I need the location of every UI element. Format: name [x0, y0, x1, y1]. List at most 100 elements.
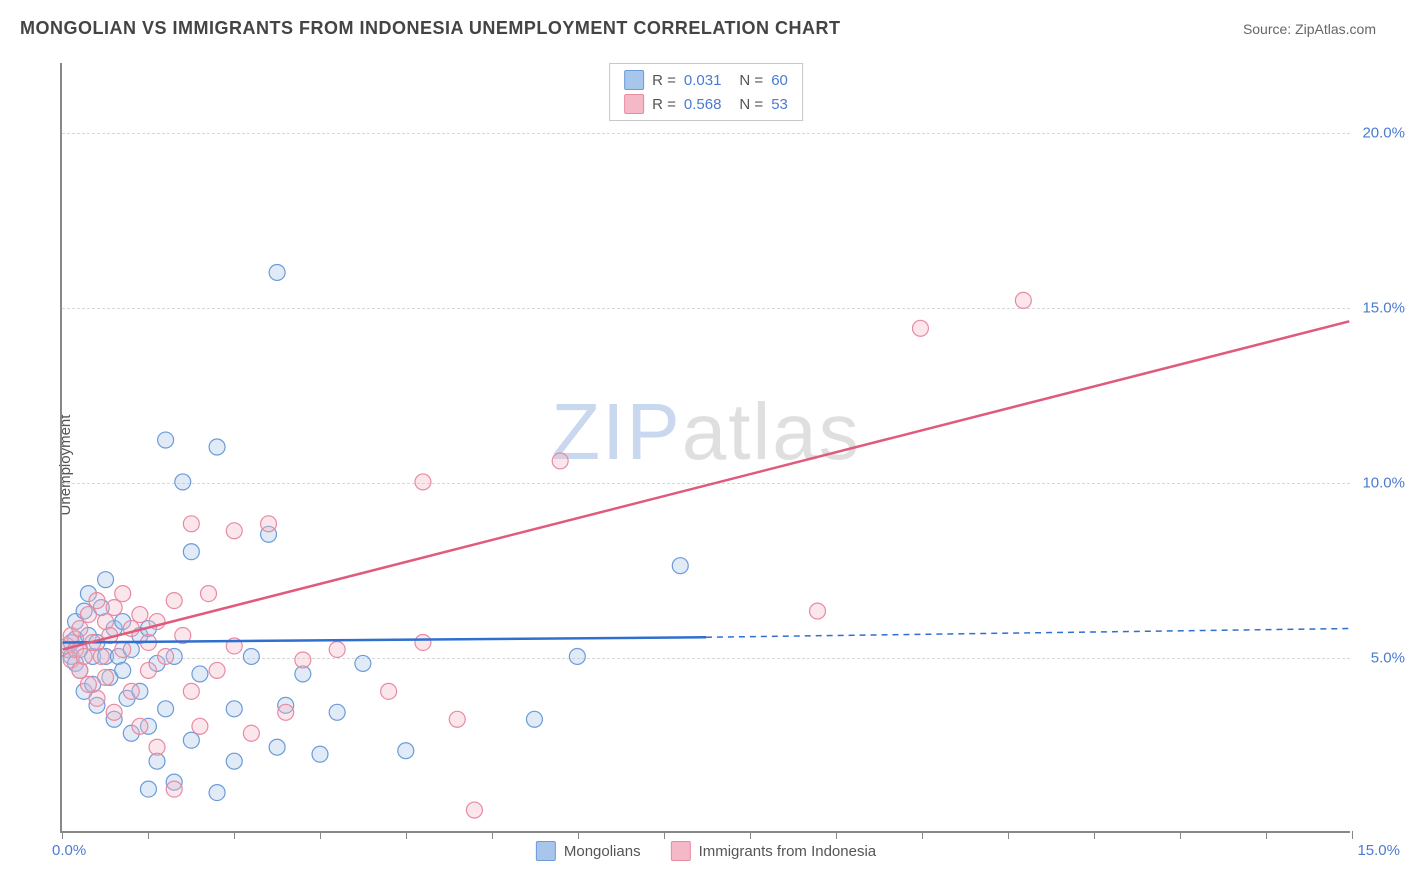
data-point	[132, 718, 148, 734]
data-point	[158, 648, 174, 664]
swatch-mongolians	[624, 70, 644, 90]
data-point	[106, 600, 122, 616]
data-point	[183, 544, 199, 560]
data-point	[166, 593, 182, 609]
data-point	[98, 572, 114, 588]
data-point	[76, 648, 92, 664]
data-point	[89, 690, 105, 706]
x-tick	[234, 831, 235, 839]
data-point	[226, 753, 242, 769]
data-point	[115, 662, 131, 678]
x-tick	[148, 831, 149, 839]
data-point	[209, 662, 225, 678]
data-point	[72, 621, 88, 637]
x-tick	[406, 831, 407, 839]
stats-row-indonesia: R = 0.568 N = 53	[624, 92, 788, 116]
x-tick	[578, 831, 579, 839]
data-point	[912, 320, 928, 336]
n-label-0: N =	[739, 72, 763, 89]
header-bar: MONGOLIAN VS IMMIGRANTS FROM INDONESIA U…	[0, 0, 1406, 49]
y-tick-label: 20.0%	[1362, 125, 1405, 142]
data-point	[80, 676, 96, 692]
y-tick-label: 5.0%	[1371, 650, 1405, 667]
x-tick-min: 0.0%	[52, 842, 86, 859]
source-label: Source:	[1243, 21, 1295, 37]
data-point	[192, 718, 208, 734]
data-point	[355, 655, 371, 671]
data-point	[329, 641, 345, 657]
x-tick	[922, 831, 923, 839]
data-point	[209, 439, 225, 455]
data-point	[312, 746, 328, 762]
n-label-1: N =	[739, 96, 763, 113]
data-point	[166, 781, 182, 797]
data-point	[226, 701, 242, 717]
data-point	[201, 586, 217, 602]
data-point	[398, 743, 414, 759]
x-tick	[1008, 831, 1009, 839]
data-point	[1015, 292, 1031, 308]
data-point	[209, 785, 225, 801]
legend-item-mongolians: Mongolians	[536, 841, 641, 861]
data-point	[158, 701, 174, 717]
legend-item-indonesia: Immigrants from Indonesia	[671, 841, 877, 861]
data-point	[415, 635, 431, 651]
source-attribution: Source: ZipAtlas.com	[1243, 21, 1376, 37]
x-tick	[62, 831, 63, 839]
x-tick	[1094, 831, 1095, 839]
legend-label-indonesia: Immigrants from Indonesia	[699, 843, 877, 860]
stats-row-mongolians: R = 0.031 N = 60	[624, 68, 788, 92]
scatter-svg	[62, 63, 1350, 831]
stats-legend-box: R = 0.031 N = 60 R = 0.568 N = 53	[609, 63, 803, 121]
data-point	[149, 739, 165, 755]
data-point	[80, 607, 96, 623]
data-point	[98, 669, 114, 685]
chart-container: Unemployment ZIPatlas R = 0.031 N = 60 R…	[20, 55, 1386, 875]
x-tick-max: 15.0%	[1357, 842, 1400, 859]
data-point	[295, 652, 311, 668]
data-point	[449, 711, 465, 727]
data-point	[115, 586, 131, 602]
data-point	[183, 516, 199, 532]
data-point	[381, 683, 397, 699]
data-point	[269, 739, 285, 755]
data-point	[278, 704, 294, 720]
data-point	[569, 648, 585, 664]
data-point	[672, 558, 688, 574]
data-point	[415, 474, 431, 490]
data-point	[243, 648, 259, 664]
x-tick	[664, 831, 665, 839]
r-label-0: R =	[652, 72, 676, 89]
x-tick	[750, 831, 751, 839]
r-value-1: 0.568	[684, 96, 722, 113]
data-point	[123, 683, 139, 699]
data-point	[552, 453, 568, 469]
x-tick	[836, 831, 837, 839]
data-point	[526, 711, 542, 727]
data-point	[115, 641, 131, 657]
y-tick-label: 15.0%	[1362, 300, 1405, 317]
trend-line	[63, 321, 1350, 649]
data-point	[466, 802, 482, 818]
data-point	[810, 603, 826, 619]
data-point	[175, 474, 191, 490]
x-tick	[1180, 831, 1181, 839]
swatch-indonesia	[624, 94, 644, 114]
trend-line-extrapolated	[706, 629, 1349, 638]
data-point	[106, 704, 122, 720]
data-point	[183, 683, 199, 699]
series-legend: Mongolians Immigrants from Indonesia	[536, 841, 876, 861]
x-tick	[1352, 831, 1353, 839]
r-label-1: R =	[652, 96, 676, 113]
data-point	[183, 732, 199, 748]
data-point	[140, 662, 156, 678]
legend-swatch-mongolians	[536, 841, 556, 861]
trend-line	[63, 637, 706, 642]
data-point	[329, 704, 345, 720]
data-point	[226, 523, 242, 539]
data-point	[93, 648, 109, 664]
data-point	[192, 666, 208, 682]
n-value-1: 53	[771, 96, 788, 113]
plot-area: ZIPatlas R = 0.031 N = 60 R = 0.568 N = …	[60, 63, 1350, 833]
data-point	[140, 781, 156, 797]
